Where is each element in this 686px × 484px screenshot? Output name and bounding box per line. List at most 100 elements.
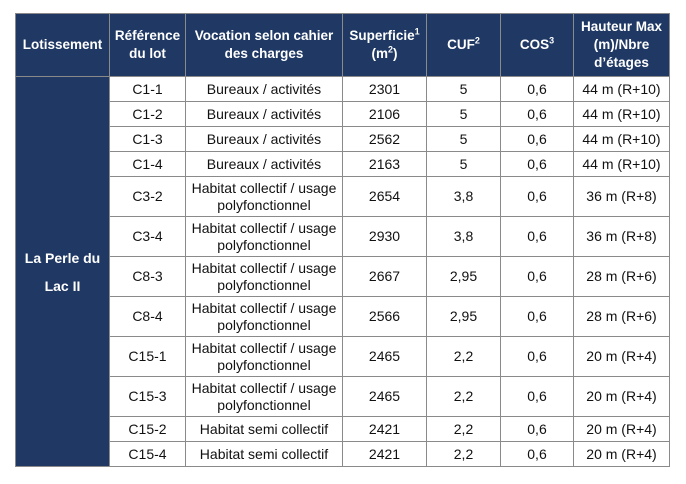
cell-hauteur: 20 m (R+4)	[573, 441, 670, 467]
header-superficie-unit-end: )	[393, 46, 398, 61]
cell-cos: 0,6	[500, 176, 574, 217]
cell-superficie: 2654	[342, 176, 427, 217]
cell-reference: C3-2	[109, 176, 186, 217]
cell-superficie: 2465	[342, 376, 427, 417]
cell-superficie: 2465	[342, 336, 427, 377]
unit-exponent: 2	[387, 44, 393, 55]
table-row: C3-2 Habitat collectif / usage polyfoncti…	[16, 176, 670, 217]
cell-reference: C8-4	[109, 296, 186, 337]
cell-cuf: 2,2	[426, 416, 501, 442]
table-row: C1-3 Bureaux / activités 2562 5 0,6 44 m (R+1…	[16, 126, 670, 152]
cell-superficie: 2301	[342, 76, 427, 102]
cell-cos: 0,6	[500, 256, 574, 297]
cell-reference: C1-1	[109, 76, 186, 102]
header-vocation: Vocation selon cahier des charges	[185, 13, 343, 77]
cell-cos: 0,6	[500, 101, 574, 127]
cell-cos: 0,6	[500, 151, 574, 177]
cell-cuf: 5	[426, 76, 501, 102]
cell-cuf: 2,2	[426, 336, 501, 377]
header-superficie: Superficie1 (m2)	[342, 13, 427, 77]
cell-superficie: 2566	[342, 296, 427, 337]
cell-reference: C8-3	[109, 256, 186, 297]
cell-vocation: Bureaux / activités	[185, 151, 343, 177]
cell-vocation: Habitat collectif / usage polyfonctionne…	[185, 216, 343, 257]
cell-superficie: 2421	[342, 441, 427, 467]
cell-cuf: 2,95	[426, 256, 501, 297]
cell-reference: C1-4	[109, 151, 186, 177]
cell-cos: 0,6	[500, 76, 574, 102]
cell-cos: 0,6	[500, 441, 574, 467]
cell-cos: 0,6	[500, 126, 574, 152]
cell-reference: C3-4	[109, 216, 186, 257]
cell-vocation: Habitat semi collectif	[185, 416, 343, 442]
cell-vocation: Habitat collectif / usage polyfonctionne…	[185, 176, 343, 217]
cell-superficie: 2421	[342, 416, 427, 442]
table-row: C15-1 Habitat collectif / usage polyfonct…	[16, 336, 670, 377]
cell-hauteur: 20 m (R+4)	[573, 376, 670, 417]
cell-cuf: 5	[426, 101, 501, 127]
cell-hauteur: 28 m (R+6)	[573, 256, 670, 297]
cell-reference: C15-1	[109, 336, 186, 377]
cell-superficie: 2106	[342, 101, 427, 127]
cell-vocation: Habitat collectif / usage polyfonctionne…	[185, 296, 343, 337]
header-superficie-label: Superficie	[349, 28, 415, 43]
cell-superficie: 2562	[342, 126, 427, 152]
cell-cuf: 3,8	[426, 216, 501, 257]
cell-reference: C15-3	[109, 376, 186, 417]
cell-superficie: 2163	[342, 151, 427, 177]
cell-superficie: 2930	[342, 216, 427, 257]
table-row: C15-2 Habitat semi collectif 2421 2,2 0,6 20 …	[16, 416, 670, 442]
cell-vocation: Habitat semi collectif	[185, 441, 343, 467]
table-row: C8-3 Habitat collectif / usage polyfoncti…	[16, 256, 670, 297]
cell-hauteur: 44 m (R+10)	[573, 126, 670, 152]
cell-cos: 0,6	[500, 216, 574, 257]
cell-hauteur: 20 m (R+4)	[573, 336, 670, 377]
lots-table: Lotissement Référence du lot Vocation se…	[15, 13, 670, 467]
cell-vocation: Habitat collectif / usage polyfonctionne…	[185, 336, 343, 377]
cell-reference: C1-2	[109, 101, 186, 127]
footnote-3: 3	[549, 35, 555, 46]
cell-hauteur: 44 m (R+10)	[573, 101, 670, 127]
table-header-row: Lotissement Référence du lot Vocation se…	[15, 13, 670, 77]
header-cos-label: COS	[519, 37, 550, 52]
cell-cos: 0,6	[500, 296, 574, 337]
lots-table-container: Lotissement Référence du lot Vocation se…	[15, 13, 670, 467]
cell-vocation: Bureaux / activités	[185, 76, 343, 102]
table-row: C8-4 Habitat collectif / usage polyfoncti…	[16, 296, 670, 337]
cell-vocation: Habitat collectif / usage polyfonctionne…	[185, 376, 343, 417]
cell-cos: 0,6	[500, 336, 574, 377]
cell-hauteur: 44 m (R+10)	[573, 76, 670, 102]
cell-vocation: Bureaux / activités	[185, 101, 343, 127]
header-hauteur: Hauteur Max (m)/Nbre d’étages	[573, 13, 670, 77]
cell-cuf: 2,2	[426, 376, 501, 417]
cell-lotissement: La Perle du Lac II	[15, 76, 110, 467]
table-row: C3-4 Habitat collectif / usage polyfoncti…	[16, 216, 670, 257]
header-cuf: CUF2	[426, 13, 501, 77]
cell-cuf: 2,2	[426, 441, 501, 467]
cell-vocation: Habitat collectif / usage polyfonctionne…	[185, 256, 343, 297]
cell-reference: C1-3	[109, 126, 186, 152]
cell-superficie: 2667	[342, 256, 427, 297]
cell-reference: C15-2	[109, 416, 186, 442]
header-reference: Référence du lot	[109, 13, 186, 77]
footnote-1: 1	[414, 26, 420, 37]
cell-reference: C15-4	[109, 441, 186, 467]
cell-hauteur: 36 m (R+8)	[573, 176, 670, 217]
header-cuf-label: CUF	[447, 37, 475, 52]
footnote-2: 2	[474, 35, 480, 46]
cell-hauteur: 44 m (R+10)	[573, 151, 670, 177]
cell-cos: 0,6	[500, 376, 574, 417]
cell-cos: 0,6	[500, 416, 574, 442]
cell-hauteur: 36 m (R+8)	[573, 216, 670, 257]
cell-cuf: 5	[426, 126, 501, 152]
table-row: C1-2 Bureaux / activités 2106 5 0,6 44 m (R+1…	[16, 101, 670, 127]
header-lotissement: Lotissement	[15, 13, 110, 77]
header-superficie-unit: (m	[371, 46, 388, 61]
cell-vocation: Bureaux / activités	[185, 126, 343, 152]
table-row: C1-4 Bureaux / activités 2163 5 0,6 44 m (R+1…	[16, 151, 670, 177]
cell-cuf: 2,95	[426, 296, 501, 337]
cell-cuf: 3,8	[426, 176, 501, 217]
cell-hauteur: 20 m (R+4)	[573, 416, 670, 442]
table-row: C15-4 Habitat semi collectif 2421 2,2 0,6 20 …	[16, 441, 670, 467]
cell-hauteur: 28 m (R+6)	[573, 296, 670, 337]
